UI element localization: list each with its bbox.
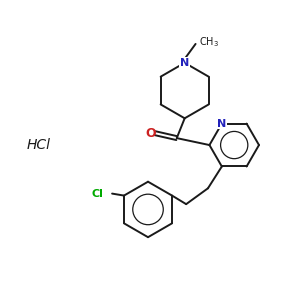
Text: HCl: HCl — [27, 138, 51, 152]
Text: CH$_3$: CH$_3$ — [199, 35, 219, 49]
Text: O: O — [146, 127, 156, 140]
Text: N: N — [217, 118, 226, 129]
Text: N: N — [180, 58, 189, 68]
Text: Cl: Cl — [91, 189, 103, 199]
